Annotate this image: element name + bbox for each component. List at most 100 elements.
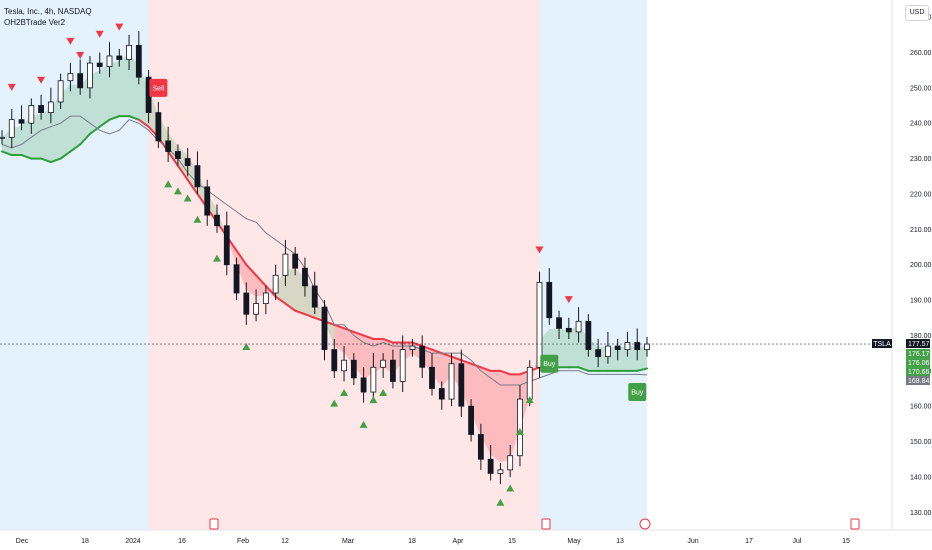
slow-ma-segment	[245, 263, 258, 277]
time-tick-label: Apr	[453, 538, 465, 545]
slow-ma-segment	[49, 157, 62, 164]
sell-arrow-icon	[535, 246, 544, 254]
cloud-segment	[324, 320, 335, 346]
slow-ma-segment	[294, 309, 306, 316]
candle-body	[624, 342, 631, 350]
candle-body	[360, 377, 367, 393]
cloud-segment	[80, 74, 90, 145]
slow-ma-segment	[499, 369, 512, 376]
cloud-segment	[21, 115, 32, 159]
buy-arrow-icon	[506, 484, 515, 492]
cloud-segment	[304, 277, 315, 318]
buy-arrow-icon	[213, 254, 221, 262]
cloud-segment	[236, 250, 247, 290]
slow-ma-segment	[186, 178, 199, 195]
candle-body	[272, 274, 279, 294]
signal-label-box	[149, 78, 168, 97]
buy-arrow-icon	[379, 389, 388, 397]
slow-ma-segment	[352, 330, 365, 337]
time-tick-label: 15	[842, 538, 850, 545]
price-tag-value: 177.57	[908, 341, 930, 348]
time-tick-label: 13	[616, 538, 624, 545]
slow-ma-segment	[40, 157, 52, 164]
candle-body	[497, 469, 504, 474]
slow-ma-segment	[167, 150, 179, 167]
slow-ma-segment	[98, 118, 111, 128]
time-tick-label: 15	[508, 538, 516, 545]
candle-body	[448, 363, 455, 400]
time-tick-label: Jul	[793, 538, 802, 545]
cloud-segment	[627, 345, 638, 371]
candle-body	[175, 151, 181, 159]
slow-ma-segment	[479, 366, 492, 372]
candle-body	[165, 140, 172, 152]
slow-ma-segment	[460, 359, 473, 365]
candle-body	[262, 292, 269, 305]
candle-body	[458, 363, 465, 407]
earnings-event-icon	[209, 518, 219, 530]
dividend-event-icon	[639, 518, 651, 530]
candle-body	[536, 281, 543, 368]
buy-arrow-icon	[183, 194, 192, 202]
symbol-title[interactable]: Tesla, Inc., 4h, NASDAQ	[4, 7, 92, 16]
candle-body	[223, 225, 230, 266]
cloud-segment	[119, 53, 130, 117]
signal-label: Buy	[543, 361, 556, 368]
candle-body	[0, 136, 5, 139]
chart-legend: Tesla, Inc., 4h, NASDAQ OH2BTrade Ver2	[4, 6, 92, 28]
candle-body	[96, 62, 103, 67]
candle-body	[468, 405, 474, 435]
price-tag-value: 170.66	[908, 369, 930, 376]
zone-bull	[539, 0, 647, 530]
sell-arrow-icon	[564, 296, 573, 304]
sell-arrow-icon	[76, 51, 85, 59]
buy-arrow-icon	[359, 420, 368, 428]
indicator-name[interactable]: OH2BTrade Ver2	[4, 18, 66, 27]
buy-arrow-icon	[242, 343, 251, 351]
candle-body	[409, 345, 416, 350]
price-tag-box	[906, 339, 930, 349]
price-tick-label: 150.00	[910, 439, 932, 446]
cloud-segment	[41, 108, 51, 163]
slow-ma-segment	[128, 115, 140, 121]
cloud-segment	[31, 114, 42, 159]
candle-body	[28, 105, 35, 124]
price-tick-label: 190.00	[910, 298, 932, 305]
price-tick-label: 140.00	[910, 474, 932, 481]
candle-body	[614, 345, 621, 350]
time-tick-label: 2024	[125, 538, 141, 545]
buy-arrow-icon	[496, 498, 505, 506]
slow-ma-segment	[284, 302, 297, 312]
slow-ma-segment	[303, 313, 316, 319]
candle-body	[135, 44, 142, 78]
cloud-segment	[109, 61, 120, 120]
currency-button[interactable]: USD	[905, 5, 929, 21]
candle-body	[214, 214, 220, 227]
sell-arrow-icon	[95, 30, 104, 38]
candle-body	[194, 165, 201, 188]
price-axis: 130.00140.00150.00160.00170.00180.00190.…	[872, 0, 932, 550]
slow-ma-segment	[176, 164, 189, 181]
slow-ma-segment	[431, 348, 443, 355]
earnings-event-icon	[541, 518, 551, 530]
cloud-segment	[441, 353, 452, 387]
candle-body	[575, 320, 582, 333]
time-tick-label: Mar	[342, 538, 355, 545]
price-tick-label: 250.00	[910, 85, 932, 92]
candle-body	[399, 349, 406, 382]
zone-bear	[148, 0, 540, 530]
candle-body	[126, 44, 132, 60]
slow-ma-segment	[255, 274, 267, 287]
candle-body	[47, 101, 54, 113]
candle-body	[526, 366, 533, 400]
time-tick-label: Jun	[687, 538, 698, 545]
slow-ma-segment	[59, 150, 72, 160]
time-tick-label: Feb	[237, 538, 249, 545]
cloud-segment	[559, 328, 569, 368]
price-tick-label: 210.00	[910, 227, 932, 234]
time-tick-label: 16	[178, 538, 186, 545]
slow-ma-segment	[235, 249, 248, 266]
candle-body	[253, 303, 259, 315]
price-tag-value: 176.17	[908, 351, 930, 358]
